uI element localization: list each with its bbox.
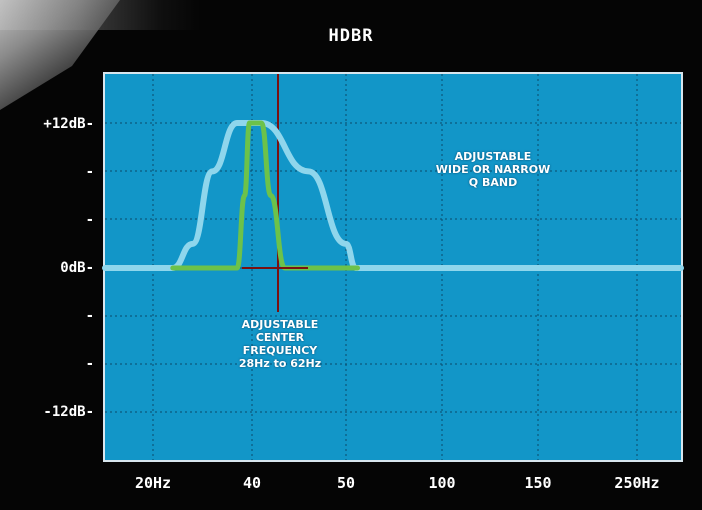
annotation-line: FREQUENCY [242,344,318,357]
x-tick-label: 50 [336,474,356,492]
annotation-line: ADJUSTABLE [454,150,532,163]
annotation-line: WIDE OR NARROW [435,163,551,176]
y-tick-label: -12dB- [43,404,94,420]
background-decoration-top [0,0,200,30]
y-tick-label: 0dB- [60,260,94,276]
annotation-line: ADJUSTABLE [241,318,319,331]
narrow-q-curve [170,120,361,271]
chart-title: HDBR [328,26,374,46]
y-tick-label: - [85,356,94,372]
x-tick-label: 20Hz [134,474,172,492]
annotation-line: CENTER [255,331,305,344]
x-tick-label: 150 [524,474,552,492]
q-band-annotation: ADJUSTABLE WIDE OR NARROW Q BAND [408,150,578,189]
center-frequency-annotation: ADJUSTABLE CENTER FREQUENCY 28Hz to 62Hz [205,318,355,370]
y-tick-label: - [85,308,94,324]
y-tick-label: - [85,212,94,228]
x-tick-label: 40 [242,474,262,492]
wide-q-curve [102,120,684,272]
annotation-line: 28Hz to 62Hz [238,357,322,370]
annotation-line: Q BAND [468,176,518,189]
x-tick-label: 250Hz [614,474,660,492]
y-tick-label: +12dB- [43,116,94,132]
y-tick-label: - [85,164,94,180]
x-tick-label: 100 [428,474,456,492]
